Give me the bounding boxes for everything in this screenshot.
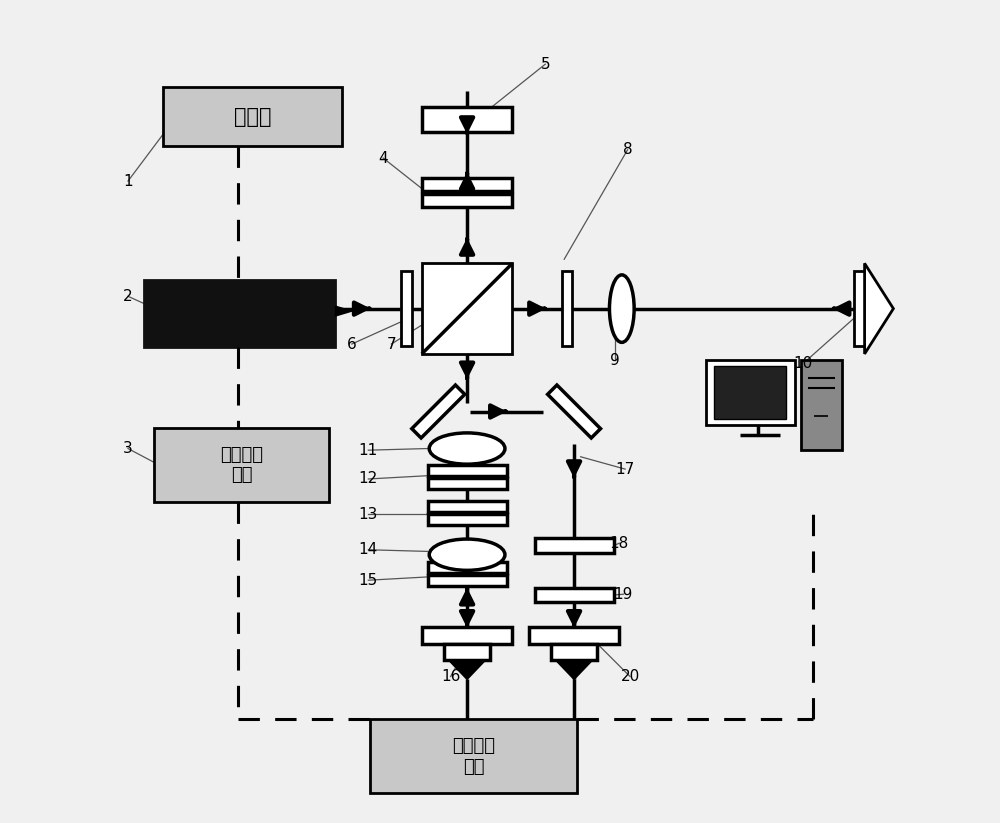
Bar xyxy=(163,87,342,146)
Ellipse shape xyxy=(429,539,505,570)
Text: 14: 14 xyxy=(359,542,378,557)
Bar xyxy=(422,263,512,354)
Text: 11: 11 xyxy=(359,443,378,458)
Polygon shape xyxy=(548,385,601,438)
Bar xyxy=(535,538,614,553)
Text: 1: 1 xyxy=(123,174,133,188)
Bar xyxy=(535,588,614,602)
Bar xyxy=(428,465,507,476)
Text: 12: 12 xyxy=(359,472,378,486)
Bar xyxy=(428,575,507,586)
Text: 15: 15 xyxy=(359,573,378,588)
Bar xyxy=(422,178,512,191)
Text: 4: 4 xyxy=(378,151,388,165)
Bar xyxy=(428,514,507,525)
Text: 8: 8 xyxy=(623,142,632,157)
Bar xyxy=(562,271,572,346)
Text: 2: 2 xyxy=(123,289,133,304)
Polygon shape xyxy=(865,263,893,354)
Text: 10: 10 xyxy=(793,356,812,371)
Bar xyxy=(706,360,795,425)
Text: 19: 19 xyxy=(614,587,633,602)
Text: 16: 16 xyxy=(441,669,460,684)
Bar xyxy=(154,428,329,502)
Text: 原子钟: 原子钟 xyxy=(234,107,271,127)
Bar xyxy=(444,644,490,660)
Bar xyxy=(401,271,412,346)
Text: 数据采集
设备: 数据采集 设备 xyxy=(452,737,495,776)
Bar xyxy=(428,478,507,489)
Text: 伺服控制
设备: 伺服控制 设备 xyxy=(220,445,263,485)
Text: 9: 9 xyxy=(610,353,620,368)
Bar xyxy=(551,644,597,660)
Text: 6: 6 xyxy=(347,337,357,351)
Text: 20: 20 xyxy=(620,669,640,684)
Ellipse shape xyxy=(609,275,634,342)
Bar xyxy=(428,501,507,512)
Text: 18: 18 xyxy=(610,536,629,551)
Polygon shape xyxy=(335,306,352,316)
Bar xyxy=(801,360,842,450)
Bar xyxy=(144,280,335,347)
Text: 7: 7 xyxy=(387,337,396,351)
Bar xyxy=(854,271,865,346)
Bar xyxy=(422,194,512,207)
Polygon shape xyxy=(412,385,465,438)
Bar xyxy=(422,107,512,132)
Text: 3: 3 xyxy=(123,441,133,456)
Polygon shape xyxy=(556,660,592,679)
Polygon shape xyxy=(449,660,485,679)
Bar xyxy=(370,719,577,793)
Ellipse shape xyxy=(429,433,505,464)
Text: 5: 5 xyxy=(540,57,550,72)
Bar xyxy=(529,627,619,644)
Bar xyxy=(428,562,507,573)
Text: 17: 17 xyxy=(615,462,635,477)
Text: 13: 13 xyxy=(359,507,378,522)
Bar xyxy=(714,366,786,419)
Bar xyxy=(422,627,512,644)
